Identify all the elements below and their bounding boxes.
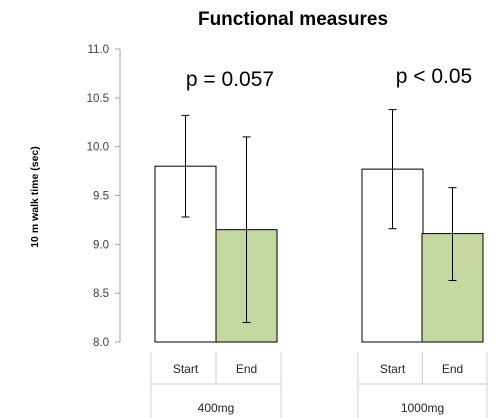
x-group-label: 1000mg — [401, 401, 444, 415]
y-tick-label: 9.0 — [93, 239, 109, 251]
y-axis-label: 10 m walk time (sec) — [29, 146, 41, 248]
x-group-label: 400mg — [198, 401, 235, 415]
y-tick-label: 9.5 — [93, 191, 109, 203]
error-bar — [181, 114, 190, 218]
error-bar — [242, 136, 251, 323]
y-tick-label: 10.5 — [87, 93, 109, 105]
error-bar — [388, 109, 397, 230]
y-tick-label: 10.0 — [87, 142, 109, 154]
p-value-annotation: p < 0.05 — [396, 65, 472, 88]
plot-area: 8.0 8.5 9.0 9.5 10.0 10.5 11.0 Start End 400mg p =… — [87, 44, 488, 418]
y-tick-label: 8.0 — [93, 337, 109, 349]
chart-title: Functional measures — [198, 9, 388, 30]
x-category-label: Start — [380, 362, 406, 376]
p-value-annotation: p = 0.057 — [186, 68, 274, 91]
error-bar — [448, 187, 457, 281]
x-category-label: End — [236, 362, 257, 376]
y-tick-label: 8.5 — [93, 288, 109, 300]
y-tick-label: 11.0 — [87, 44, 109, 56]
x-category-label: Start — [173, 362, 199, 376]
x-category-label: End — [442, 362, 463, 376]
